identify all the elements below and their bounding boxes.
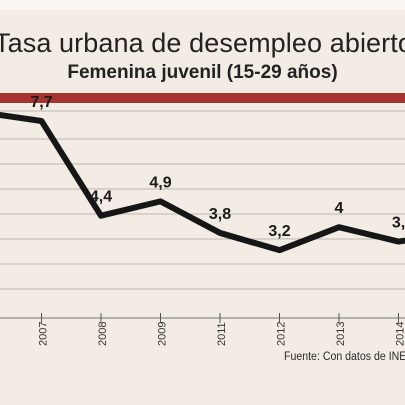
series-group xyxy=(0,111,405,254)
chart-subtitle: Femenina juvenil (15-29 años) xyxy=(67,62,338,83)
data-label: 3,2 xyxy=(268,223,290,240)
x-tick-label: 2013 xyxy=(335,322,347,346)
x-tick-label: 2012 xyxy=(276,322,288,346)
grid-lines xyxy=(0,110,405,319)
series-line xyxy=(0,111,405,254)
x-tick-label: 2014 xyxy=(395,322,405,346)
data-labels: 7,7 4,4 4,9 3,8 3,2 4 3, xyxy=(30,94,405,240)
source-note: Fuente: Con datos de INE xyxy=(284,351,405,363)
top-strip xyxy=(0,0,405,10)
data-label: 4,4 xyxy=(90,189,112,206)
data-label: 3, xyxy=(392,215,405,232)
chart-title: Tasa urbana de desempleo abierto xyxy=(0,28,405,58)
data-label: 4,9 xyxy=(149,174,171,191)
x-tick-label: 2009 xyxy=(157,322,169,346)
x-tick-label: 2007 xyxy=(38,322,50,346)
red-divider xyxy=(0,93,405,103)
data-label: 4 xyxy=(335,200,344,217)
data-label: 7,7 xyxy=(30,94,52,111)
x-tick-label: 2008 xyxy=(97,322,109,346)
x-axis-ticks: 2007 2008 2009 2011 2012 2013 2014 xyxy=(38,313,405,346)
data-label: 3,8 xyxy=(209,206,231,223)
x-tick-label: 2011 xyxy=(216,322,228,346)
